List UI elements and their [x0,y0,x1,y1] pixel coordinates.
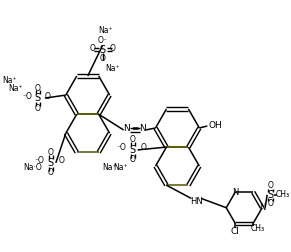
Text: N: N [123,124,130,134]
Text: Na⁺: Na⁺ [113,163,128,172]
Text: O: O [141,143,146,152]
Text: O: O [110,44,116,53]
Text: Na·O: Na·O [24,163,42,172]
Text: ⁻O: ⁻O [117,143,127,152]
Text: S: S [100,45,106,55]
Text: O: O [45,91,51,101]
Text: Na⁺: Na⁺ [3,76,17,85]
Text: S: S [35,93,41,103]
Text: CH₃: CH₃ [251,224,265,233]
Text: O: O [267,199,273,208]
Text: S: S [48,158,54,168]
Text: Na⁺: Na⁺ [105,64,120,73]
Text: Na⁺: Na⁺ [102,163,117,172]
Text: =: = [131,124,138,134]
Text: S: S [129,145,136,155]
Text: O: O [59,156,65,165]
Text: N: N [259,203,265,212]
Text: O: O [267,181,273,190]
Text: O: O [129,155,136,164]
Text: O: O [100,54,106,63]
Text: O: O [129,136,136,144]
Text: O: O [48,148,54,158]
Text: O: O [48,168,54,177]
Text: ⁻O: ⁻O [35,156,45,165]
Text: O: O [35,84,41,93]
Text: HN: HN [190,197,203,206]
Text: O⁻: O⁻ [98,36,108,45]
Text: O: O [35,104,41,113]
Text: S: S [267,190,273,200]
Text: CH₃: CH₃ [276,190,290,199]
Text: O: O [90,44,96,53]
Text: ⁻O: ⁻O [23,91,33,101]
Text: N: N [232,188,238,197]
Text: Na⁺: Na⁺ [98,26,113,35]
Text: Na⁺: Na⁺ [9,84,23,93]
Text: N: N [139,124,146,134]
Text: Cl: Cl [231,227,240,236]
Text: OH: OH [208,120,222,130]
